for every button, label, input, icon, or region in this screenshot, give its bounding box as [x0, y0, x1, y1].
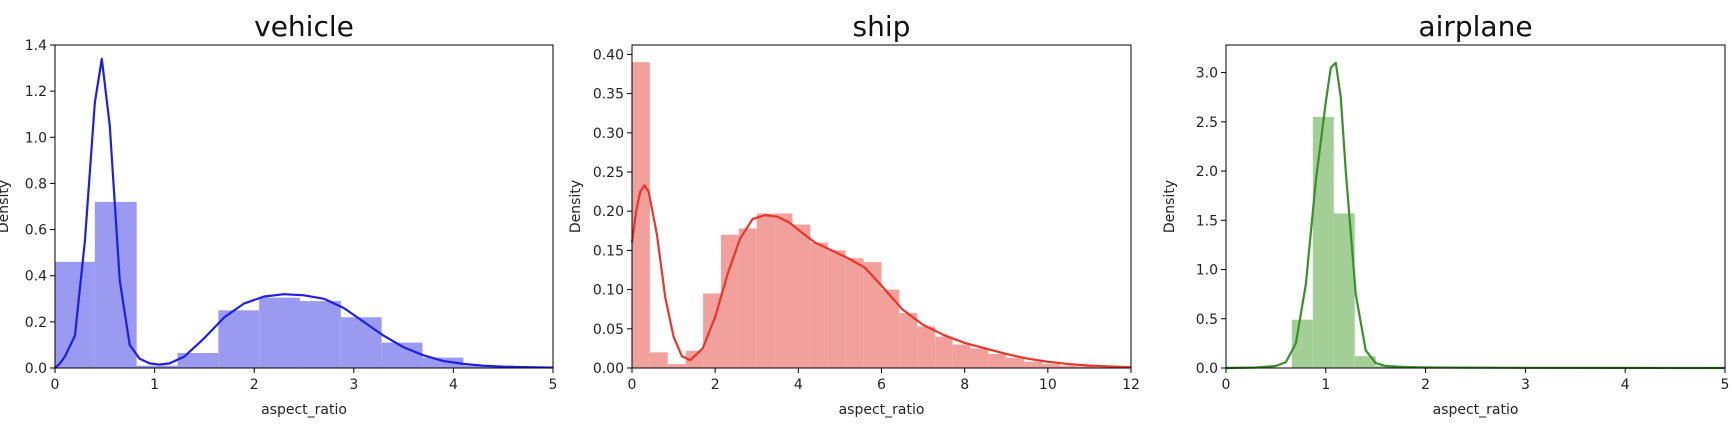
x-tick-label: 12 [1122, 377, 1140, 393]
histogram-bar [845, 258, 864, 368]
y-tick-label: 0.8 [25, 176, 47, 192]
y-tick-label: 0.15 [593, 243, 624, 259]
chart-title: ship [853, 10, 911, 43]
histogram-bar [738, 228, 757, 368]
y-tick-label: 0.4 [25, 269, 47, 285]
histogram-bar [792, 224, 811, 368]
histogram-bar [1059, 365, 1078, 368]
x-tick-label: 0 [51, 377, 60, 393]
x-tick-label: 3 [1521, 377, 1530, 393]
chart-panel-vehicle: 0 1 2 3 4 5 0.0 0.2 0.4 0.6 0.8 1.0 1.2 1.4 vehicle asp… [0, 10, 557, 418]
x-axis-label: aspect_ratio [261, 402, 347, 418]
y-tick-label: 0.35 [593, 87, 624, 103]
y-tick-label: 0.0 [1196, 361, 1218, 377]
histogram-bar [1077, 366, 1096, 368]
histogram-bar [952, 344, 971, 368]
x-tick-label: 2 [1421, 377, 1430, 393]
histogram-bar [1354, 356, 1376, 368]
histogram-bar [720, 234, 739, 368]
y-tick-label: 1.5 [1196, 213, 1218, 229]
histogram-bar [917, 326, 936, 368]
y-tick-label: 0.20 [593, 204, 624, 220]
histogram-bar [827, 250, 846, 368]
histogram-bar [899, 313, 918, 368]
x-tick-label: 10 [1039, 377, 1057, 393]
x-tick-label: 2 [711, 377, 720, 393]
chart-title: airplane [1418, 10, 1532, 43]
chart-panel-airplane: 0 1 2 3 4 5 0.0 0.5 1.0 1.5 2.0 2.5 3.0 airplane aspec… [1162, 10, 1729, 418]
x-tick-label: 5 [549, 377, 558, 393]
kde-line [630, 184, 1132, 369]
x-axis-label: aspect_ratio [1433, 402, 1519, 418]
y-tick-label: 3.0 [1196, 66, 1218, 82]
histogram-bar [1312, 116, 1334, 368]
y-tick-label: 1.0 [25, 130, 47, 146]
histogram-bar [685, 350, 704, 368]
y-tick-label: 0.2 [25, 315, 47, 331]
x-tick-label: 0 [628, 377, 637, 393]
histogram-bar [632, 62, 650, 369]
x-tick-label: 6 [877, 377, 886, 393]
histogram-bar [863, 262, 882, 368]
histogram-bar [1006, 357, 1025, 368]
x-tick-label: 8 [960, 377, 969, 393]
y-tick-label: 1.4 [25, 38, 47, 54]
histogram-bar [1333, 213, 1355, 368]
y-tick-label: 0.40 [593, 47, 624, 63]
histogram-bar [340, 317, 382, 368]
histogram-bar [881, 289, 900, 368]
y-axis-label: Density [0, 180, 12, 233]
y-tick-label: 0.30 [593, 126, 624, 142]
histogram-bar [1024, 361, 1043, 368]
histogram-bar [774, 213, 793, 368]
histogram-bar [136, 365, 178, 368]
histogram-bar [55, 261, 95, 368]
y-tick-label: 2.0 [1196, 164, 1218, 180]
histogram-bar [422, 357, 464, 368]
x-axis-label: aspect_ratio [839, 402, 925, 418]
histogram-bar [300, 301, 341, 368]
histogram-bar [667, 364, 686, 368]
y-tick-label: 0.25 [593, 165, 624, 181]
x-tick-label: 4 [1621, 377, 1630, 393]
y-tick-label: 0.00 [593, 361, 624, 377]
kde-line [1225, 61, 1726, 370]
chart-title: vehicle [254, 10, 354, 43]
histogram-bar [218, 310, 260, 368]
histogram-bar [463, 365, 505, 368]
y-tick-label: 0.6 [25, 223, 47, 239]
histogram-bar [756, 213, 775, 368]
y-tick-label: 1.2 [25, 84, 47, 100]
x-tick-label: 4 [794, 377, 803, 393]
y-tick-label: 2.5 [1196, 115, 1218, 131]
y-tick-label: 0.5 [1196, 312, 1218, 328]
x-tick-label: 1 [1321, 377, 1330, 393]
histogram-bar [810, 242, 828, 368]
x-tick-label: 3 [349, 377, 358, 393]
x-tick-label: 1 [150, 377, 159, 393]
histogram-bar [259, 297, 301, 368]
chart-panel-ship: 0 2 4 6 8 10 12 0.00 0.05 0.10 0.15 0.20 0.25 0.30 0.3… [568, 10, 1140, 418]
y-tick-label: 1.0 [1196, 263, 1218, 279]
kde-line [54, 57, 554, 369]
y-tick-label: 0.05 [593, 322, 624, 338]
x-tick-label: 4 [449, 377, 458, 393]
histogram-bar [970, 348, 989, 368]
histogram-bar [935, 336, 953, 368]
histogram-bar [649, 352, 668, 368]
x-tick-label: 5 [1721, 377, 1730, 393]
histogram-bar [988, 353, 1007, 368]
histogram-bar [177, 353, 219, 368]
y-tick-label: 0.0 [25, 361, 47, 377]
y-axis-label: Density [1162, 180, 1178, 233]
y-axis-label: Density [568, 180, 584, 233]
axes-frame [1225, 44, 1726, 369]
histogram-bar [1042, 364, 1060, 368]
x-tick-label: 0 [1222, 377, 1231, 393]
x-tick-label: 2 [250, 377, 259, 393]
axes-frame [54, 44, 554, 369]
y-tick-label: 0.10 [593, 283, 624, 299]
